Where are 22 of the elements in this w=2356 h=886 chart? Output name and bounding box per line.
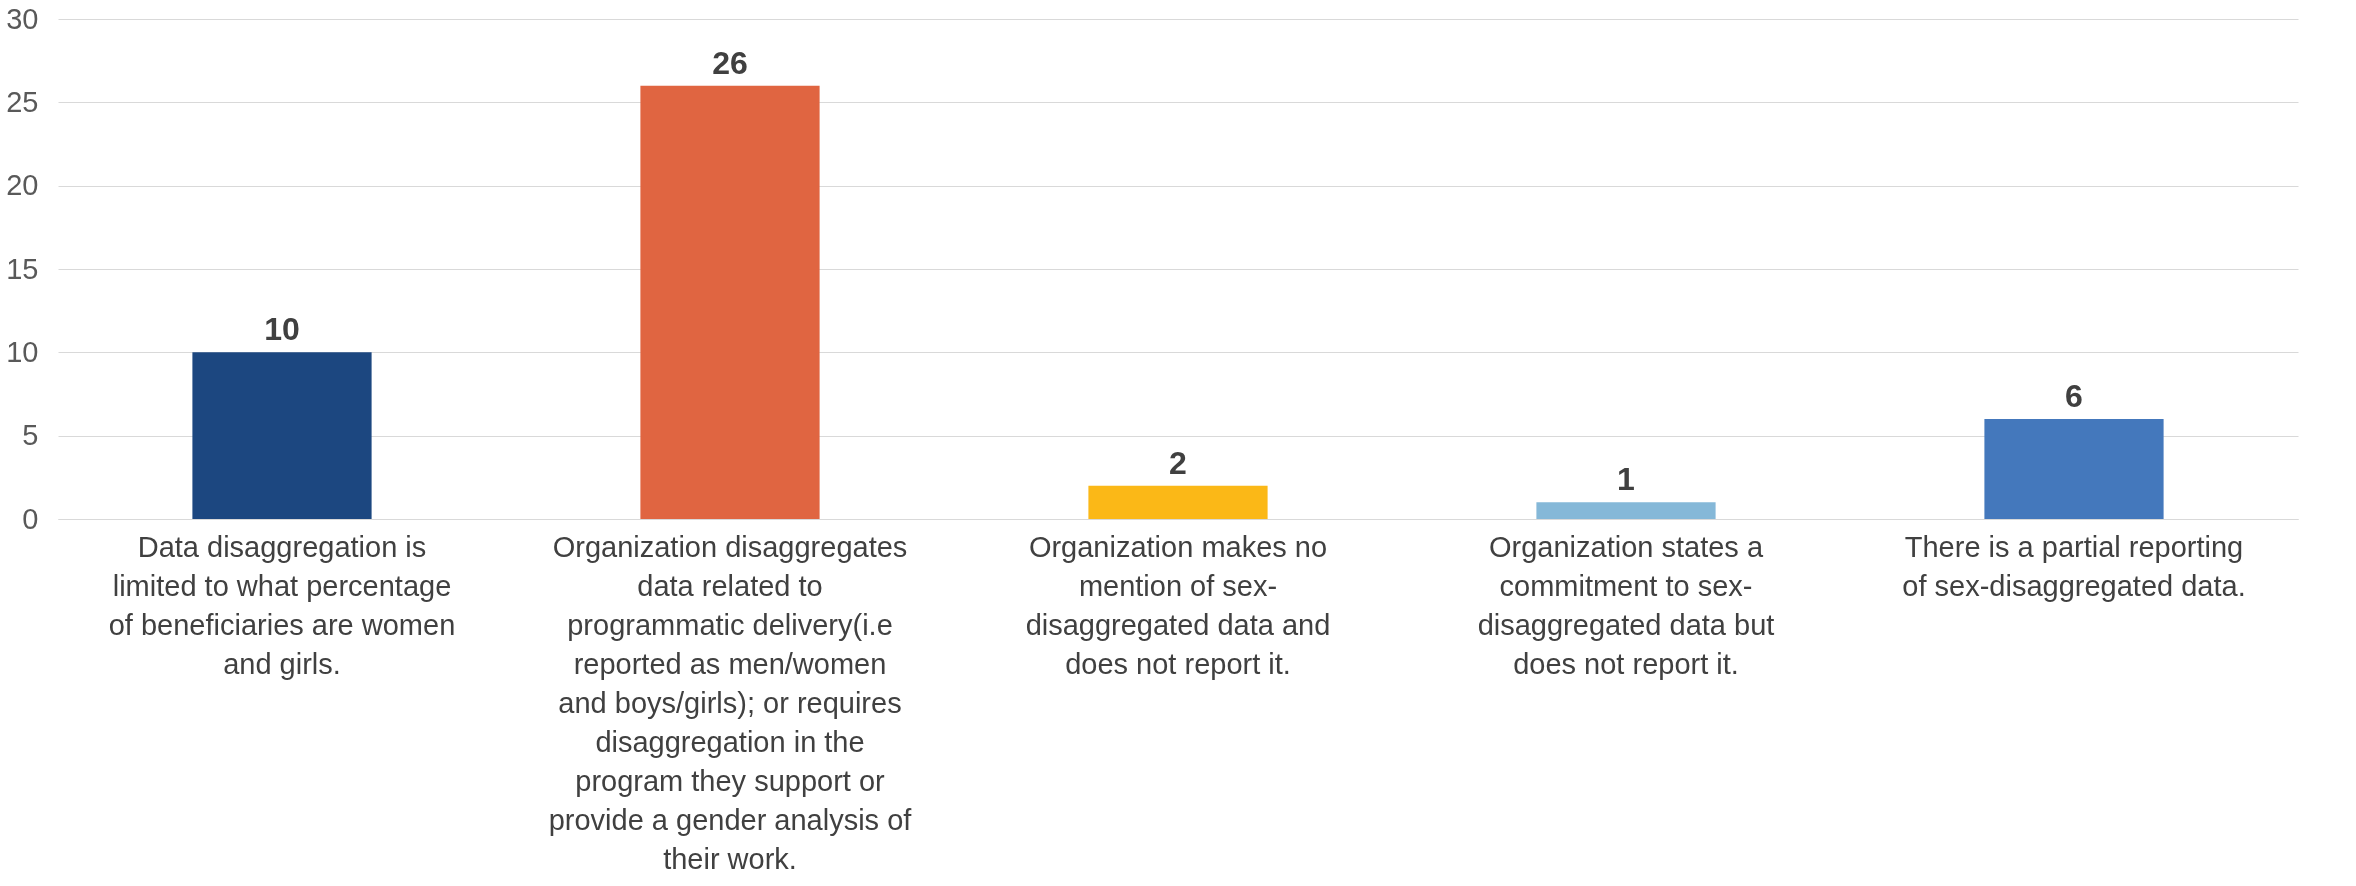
data-label: 10 [264,311,300,348]
y-tick-label: 5 [22,419,39,452]
bar [1536,502,1716,519]
data-label: 2 [1169,444,1187,481]
data-label: 26 [712,44,748,81]
data-label: 6 [2065,378,2083,414]
y-tick-label: 0 [22,502,39,535]
y-tick-label: 15 [6,252,39,285]
y-tick-label: 20 [6,169,39,202]
y-tick-label: 30 [6,2,39,35]
y-tick-label: 10 [6,335,39,368]
bar [1088,485,1268,519]
x-tick-label: Organization makes no mention of sex- disaggregated data and does not report it. [1025,530,1331,680]
category-label: Organization disaggregates data related to programmatic delivery(i.e reported as men/women and boys/girls); or requires disaggregation in the program they support or provide a gender analysis of their work. [548,530,912,875]
bar [192,352,372,519]
bar [1984,419,2164,519]
x-tick-label: Data disaggregation is limited to what percentage of beneficiaries are women and girls. [108,530,456,680]
y-tick-label: 25 [6,85,39,118]
bar [640,85,820,519]
x-tick-label: There is a partial reporting of sex-disaggregated data. [1902,530,2246,602]
x-tick-label: Organization states a commitment to sex- disaggregated data but does not report it. [1477,530,1775,680]
data-label: 1 [1617,461,1635,498]
